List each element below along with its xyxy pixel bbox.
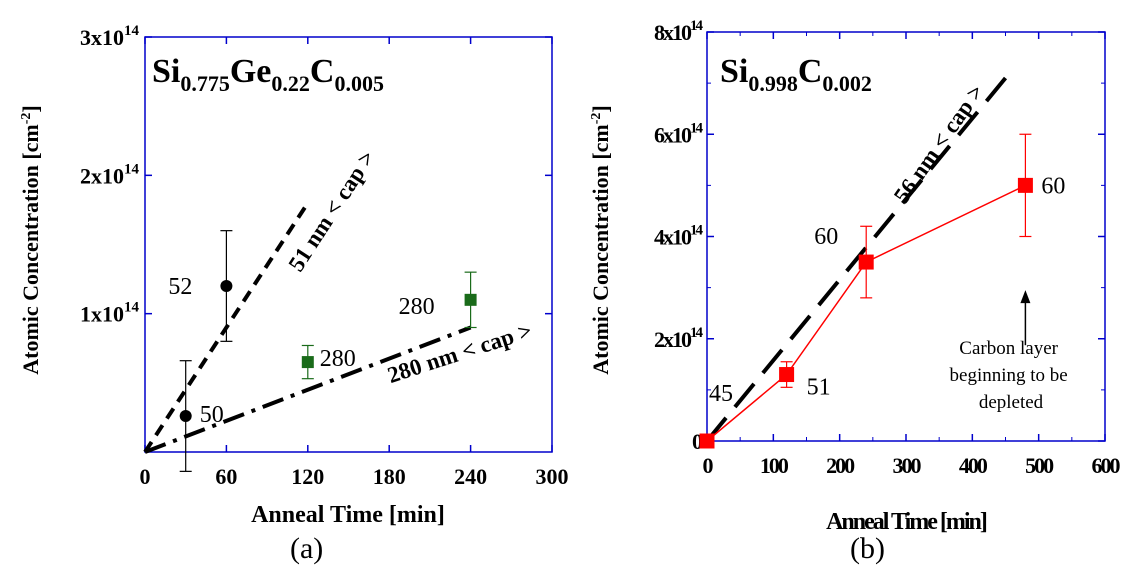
x-tick-label: 300 <box>536 464 569 489</box>
x-axis-a-title: Anneal Time [min] <box>251 502 445 528</box>
x-tick-label: 0 <box>140 464 151 489</box>
fit-lines-b: 56 nm < cap > <box>705 76 1008 443</box>
data-point <box>179 410 192 423</box>
x-tick-label: 120 <box>291 464 324 489</box>
plot-b-title: Si0.998C0.002 <box>720 53 872 96</box>
x-tick-label: 100 <box>760 453 789 478</box>
panel-b-label: (b) <box>850 532 885 565</box>
annotation-text: Carbon layer beginning to be depleted <box>950 338 1073 413</box>
y-tick-label: 1x1014 <box>80 300 140 327</box>
x-tick-label: 400 <box>959 453 988 478</box>
y-axis-b-title: Atomic Concentration [cm-2] <box>588 105 613 375</box>
y-tick-label: 4x1014 <box>654 223 704 250</box>
y-axis-a: 1x1014 2x1014 3x1014 <box>80 23 552 327</box>
data-point <box>779 367 795 383</box>
data-label: 52 <box>168 274 192 300</box>
x-tick-label: 300 <box>893 453 922 478</box>
data-marks-b: 45 51 60 60 <box>699 133 1065 449</box>
plot-a-title: Si0.775Ge0.22C0.005 <box>152 53 384 96</box>
x-axis-b-title: Anneal Time [min] <box>826 509 987 535</box>
y-tick-label: 2x1014 <box>80 161 140 188</box>
data-label: 51 <box>807 375 831 401</box>
data-label: 280 <box>399 294 435 320</box>
panel-a: 0 60 120 180 240 300 1x1014 2x1014 3x1014 51 nm… <box>18 23 569 565</box>
x-axis-b: 0 100 200 300 400 500 600 <box>703 32 1123 478</box>
panel-b: 0 100 200 300 400 500 600 0 2x1014 4x1014 6x1014 8… <box>588 18 1123 565</box>
reference-line-label: 51 nm < cap > <box>283 146 379 276</box>
data-point <box>1017 177 1033 193</box>
data-point <box>464 293 477 306</box>
x-tick-label: 240 <box>454 464 487 489</box>
series-line <box>706 184 1026 442</box>
data-label: 60 <box>1041 173 1065 199</box>
y-tick-label: 6x1014 <box>654 120 704 147</box>
reference-line <box>705 76 1008 443</box>
data-point <box>858 254 874 270</box>
data-marks-a: 50 52 280 280 <box>168 230 477 472</box>
x-tick-label: 200 <box>826 453 855 478</box>
reference-line-label: 280 nm < cap > <box>384 318 535 388</box>
data-label: 280 <box>320 346 356 372</box>
x-tick-label: 500 <box>1025 453 1054 478</box>
x-tick-label: 0 <box>703 453 714 478</box>
data-point <box>699 433 715 449</box>
data-label: 45 <box>709 381 733 407</box>
y-tick-label: 3x1014 <box>80 23 140 50</box>
data-point <box>301 356 314 369</box>
data-label: 50 <box>200 402 224 428</box>
x-tick-label: 180 <box>373 464 406 489</box>
y-tick-label: 8x1014 <box>654 18 704 45</box>
x-axis-a: 0 60 120 180 240 300 <box>140 37 569 489</box>
x-tick-label: 60 <box>215 464 237 489</box>
reference-line-label: 56 nm < cap > <box>889 80 989 208</box>
data-label: 60 <box>814 224 838 250</box>
plot-a-frame <box>144 36 553 453</box>
data-point <box>220 280 233 292</box>
annotation-arrow-head <box>1020 290 1031 304</box>
x-tick-label: 600 <box>1092 453 1121 478</box>
y-axis-a-title: Atomic Concentration [cm-2] <box>18 105 43 375</box>
reference-line <box>144 325 472 454</box>
y-tick-label: 2x1014 <box>654 325 704 352</box>
panel-a-label: (a) <box>290 532 323 565</box>
